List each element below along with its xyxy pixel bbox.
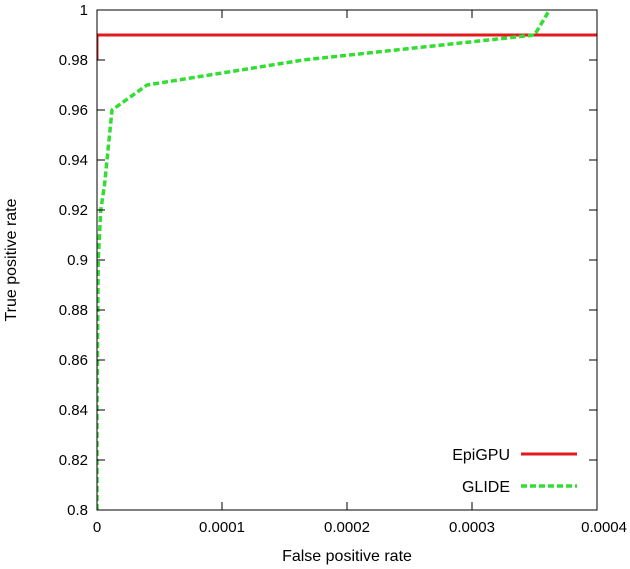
legend-label-glide: GLIDE [462,479,510,496]
x-axis-label: False positive rate [282,548,412,565]
y-tick-label: 0.98 [59,52,88,69]
series-line-epigpu [97,33,597,60]
plot-frame [96,9,598,511]
x-tick-label: 0.0002 [324,519,370,536]
y-tick-label: 0.8 [67,502,88,519]
y-tick-label: 0.86 [59,352,88,369]
legend: EpiGPU GLIDE [452,447,577,496]
y-tick-label: 0.84 [59,402,88,419]
y-tick-label: 1 [80,2,88,19]
y-tick-label: 0.96 [59,102,88,119]
legend-label-epigpu: EpiGPU [452,447,510,464]
y-tick-label: 0.9 [67,252,88,269]
x-tick-label: 0.0003 [449,519,495,536]
x-tick-label: 0.0001 [199,519,245,536]
series-line-glide [97,10,552,510]
x-tick-label: 0 [93,519,101,536]
y-tick-label: 0.88 [59,302,88,319]
y-tick-label: 0.92 [59,202,88,219]
y-tick-label: 0.94 [59,152,88,169]
y-axis-label: True positive rate [3,198,20,321]
x-tick-label: 0.0004 [581,519,627,536]
y-tick-label: 0.82 [59,452,88,469]
